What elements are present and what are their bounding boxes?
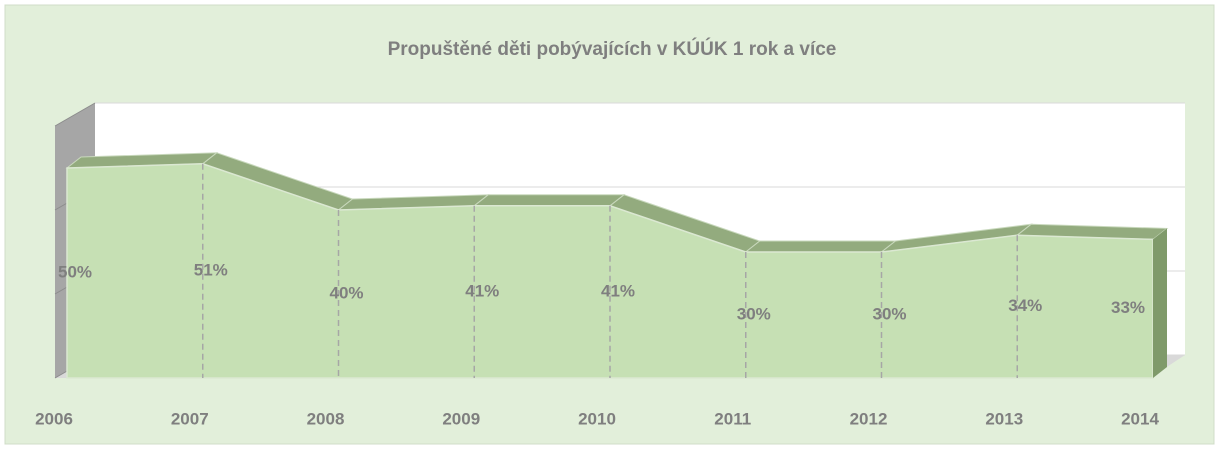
x-tick-label: 2009 bbox=[442, 409, 480, 428]
data-label: 40% bbox=[329, 283, 363, 302]
x-tick-label: 2013 bbox=[985, 409, 1023, 428]
data-label: 33% bbox=[1111, 298, 1145, 317]
data-label: 50% bbox=[58, 262, 92, 281]
x-tick-label: 2006 bbox=[35, 409, 73, 428]
x-tick-label: 2012 bbox=[850, 409, 888, 428]
x-tick-label: 2014 bbox=[1121, 409, 1159, 428]
x-tick-label: 2010 bbox=[578, 409, 616, 428]
area-top bbox=[472, 194, 626, 207]
grid-line bbox=[54, 102, 96, 127]
area-top bbox=[744, 240, 897, 253]
chart-title: Propuštěné děti pobývajících v KÚÚK 1 ro… bbox=[388, 38, 837, 60]
data-label: 51% bbox=[194, 260, 228, 279]
data-label: 30% bbox=[872, 304, 906, 323]
data-label: 34% bbox=[1008, 296, 1042, 315]
data-label: 41% bbox=[601, 281, 635, 300]
x-tick-label: 2008 bbox=[307, 409, 345, 428]
data-label: 30% bbox=[737, 304, 771, 323]
x-tick-label: 2007 bbox=[171, 409, 209, 428]
area-side bbox=[1153, 228, 1167, 378]
data-label: 41% bbox=[465, 281, 499, 300]
x-tick-label: 2011 bbox=[714, 409, 751, 428]
